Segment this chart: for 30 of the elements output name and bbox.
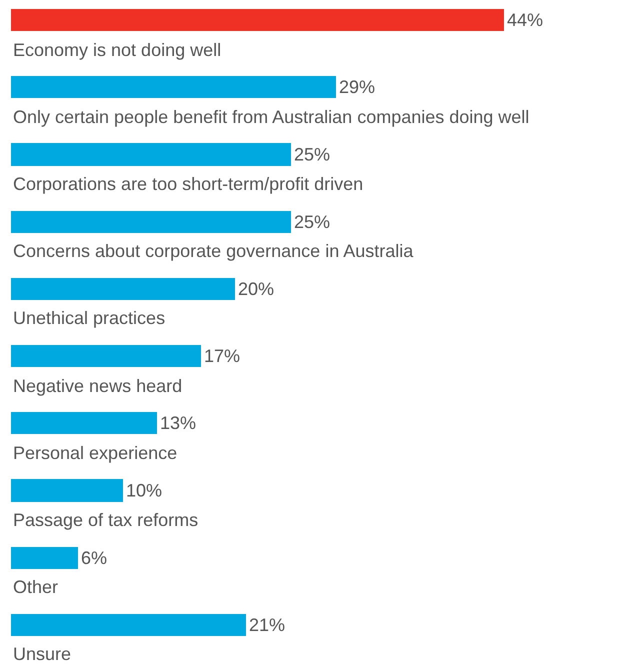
data-label: 13% xyxy=(160,413,196,433)
y-tick-label: Negative news heard xyxy=(13,376,182,396)
data-label: 44% xyxy=(507,10,544,30)
bar xyxy=(11,614,246,636)
data-label: 6% xyxy=(81,548,108,568)
bar xyxy=(11,278,235,300)
y-tick-label: Personal experience xyxy=(13,443,178,463)
data-label: 10% xyxy=(126,480,162,500)
bar xyxy=(11,211,291,233)
bar xyxy=(11,345,201,367)
y-tick-label: Corporations are too short-term/profit driven xyxy=(13,174,364,194)
bar xyxy=(11,143,291,166)
y-tick-label: Only certain people benefit from Australian companies doing well xyxy=(13,107,530,127)
bar xyxy=(11,9,504,31)
data-label: 17% xyxy=(204,346,240,366)
y-tick-label: Other xyxy=(13,577,58,597)
y-tick-label: Passage of tax reforms xyxy=(13,510,198,530)
data-label: 25% xyxy=(294,144,330,164)
y-tick-label: Unsure xyxy=(13,644,72,664)
y-tick-label: Concerns about corporate governance in Australia xyxy=(13,241,414,261)
data-label: 21% xyxy=(249,615,286,635)
bar xyxy=(11,76,336,98)
bar xyxy=(11,412,157,434)
bar xyxy=(11,547,78,569)
data-label: 20% xyxy=(238,279,274,299)
data-label: 29% xyxy=(339,77,376,97)
y-tick-label: Economy is not doing well xyxy=(13,40,222,60)
bar xyxy=(11,479,123,502)
y-tick-label: Unethical practices xyxy=(13,308,166,328)
data-label: 25% xyxy=(294,212,330,232)
